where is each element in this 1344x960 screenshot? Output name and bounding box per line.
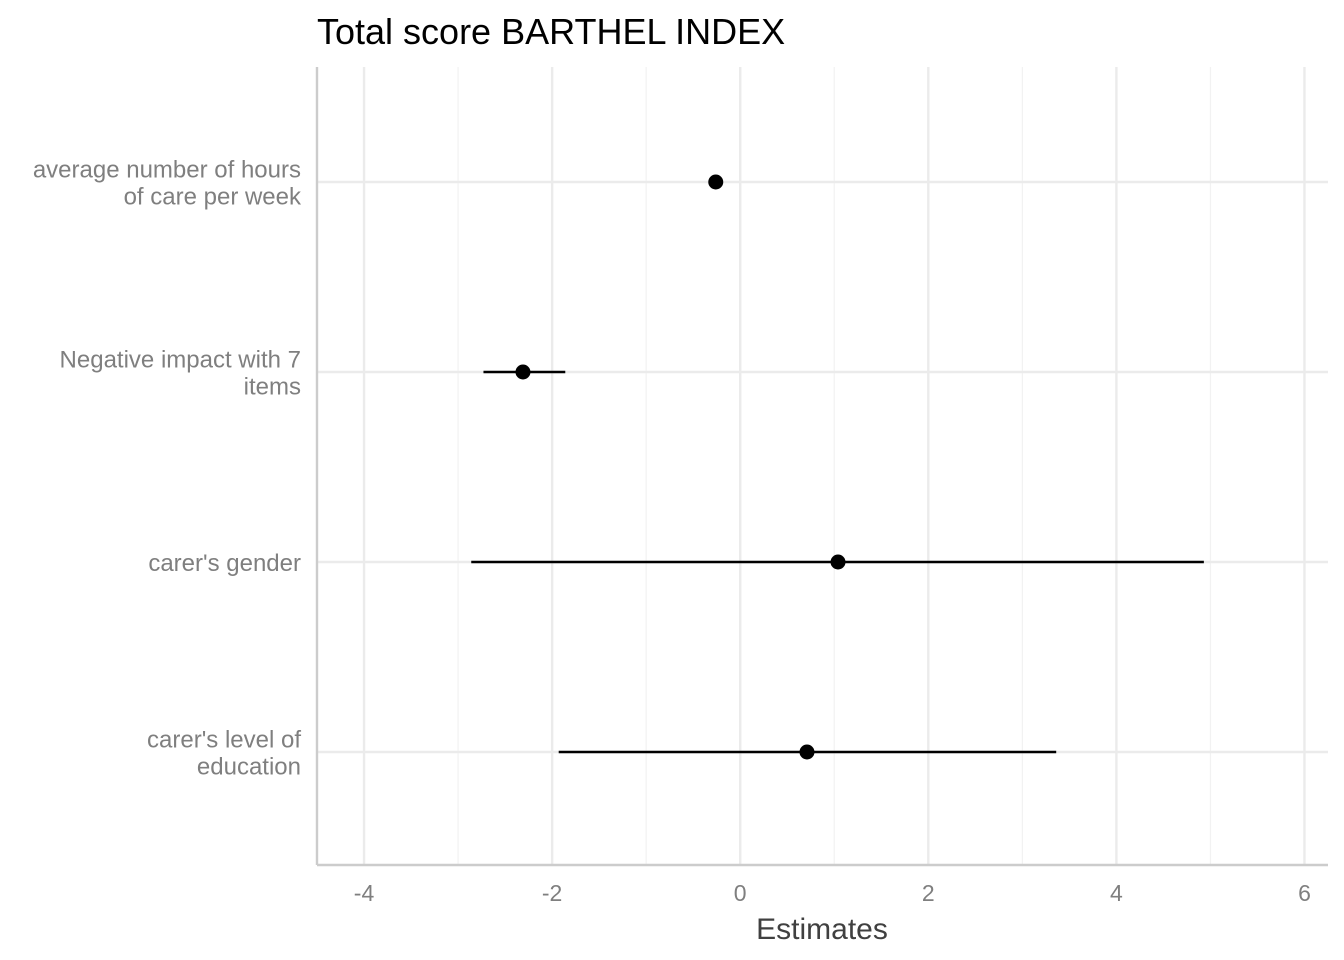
y-tick-label: education	[197, 754, 301, 781]
y-tick-label: Negative impact with 7	[60, 347, 301, 374]
estimate-point	[708, 174, 724, 190]
x-tick-label: -4	[354, 880, 375, 906]
estimate-marks	[471, 174, 1204, 760]
x-axis-label: Estimates	[756, 913, 888, 946]
estimate-point	[830, 554, 846, 570]
y-tick-label: average number of hours	[33, 157, 301, 184]
axes	[315, 67, 1328, 867]
y-tick-label: carer's gender	[148, 550, 301, 577]
y-tick-label: of care per week	[124, 184, 302, 211]
y-tick-label: carer's level of	[147, 727, 301, 754]
x-tick-label: 4	[1110, 880, 1123, 906]
x-tick-label: 6	[1298, 880, 1311, 906]
x-tick-label: 0	[734, 880, 747, 906]
x-tick-label: -2	[542, 880, 562, 906]
x-tick-label: 2	[922, 880, 935, 906]
estimate-point	[515, 364, 531, 380]
estimate-point	[799, 744, 815, 760]
y-tick-label: items	[244, 374, 301, 401]
grid-lines	[317, 67, 1328, 865]
chart-title: Total score BARTHEL INDEX	[317, 11, 785, 52]
x-tick-labels: -4 -2 0 2 4 6	[354, 880, 1311, 906]
